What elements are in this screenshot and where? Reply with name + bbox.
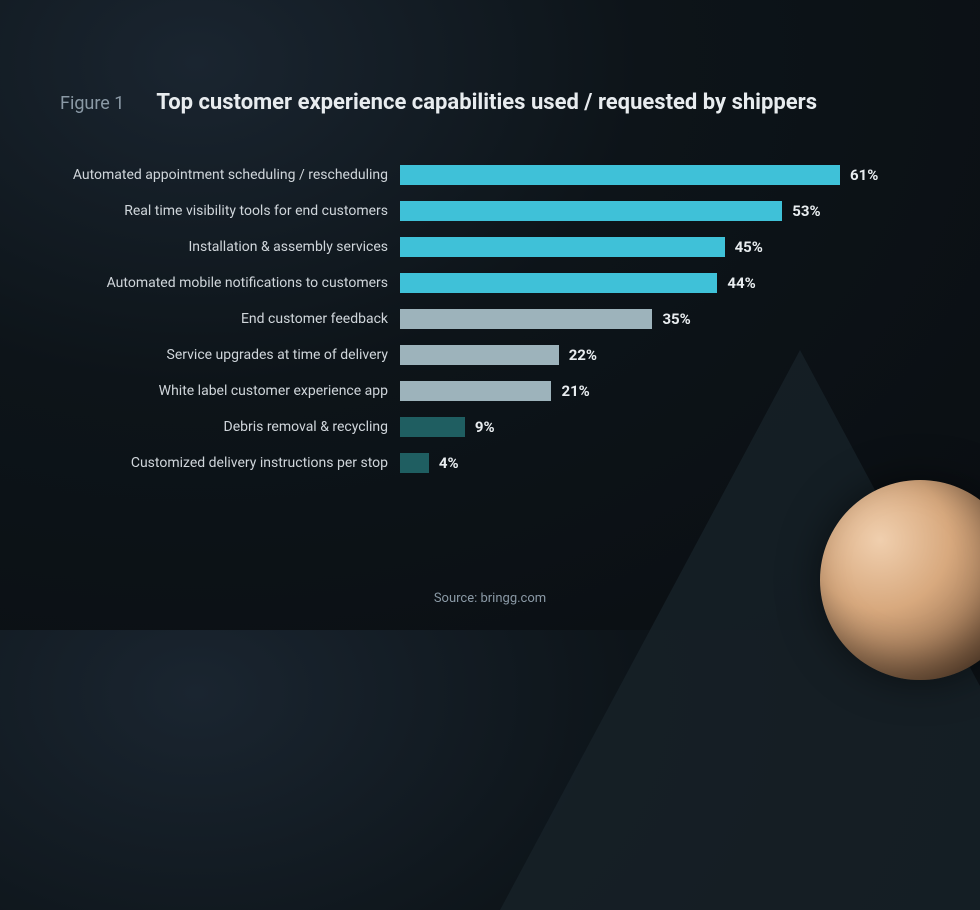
chart-container: Figure 1 Top customer experience capabil… bbox=[0, 0, 980, 475]
bar-track: 53% bbox=[400, 201, 840, 221]
bar-value: 35% bbox=[662, 310, 690, 328]
bar-label: Customized delivery instructions per sto… bbox=[60, 455, 400, 471]
bar-value: 22% bbox=[569, 346, 597, 364]
bar-fill bbox=[400, 381, 551, 401]
bar-row: Automated appointment scheduling / resch… bbox=[60, 163, 920, 187]
bar-value: 9% bbox=[475, 418, 495, 436]
bar-row: Installation & assembly services 45% bbox=[60, 235, 920, 259]
bar-fill bbox=[400, 237, 725, 257]
bar-track: 9% bbox=[400, 417, 840, 437]
bar-label: Installation & assembly services bbox=[60, 239, 400, 255]
bar-fill bbox=[400, 417, 465, 437]
bar-fill bbox=[400, 453, 429, 473]
bar-value: 21% bbox=[561, 382, 589, 400]
bar-value: 45% bbox=[735, 238, 763, 256]
bar-value: 4% bbox=[439, 454, 459, 472]
bar-track: 22% bbox=[400, 345, 840, 365]
bar-value: 44% bbox=[727, 274, 755, 292]
bar-chart: Automated appointment scheduling / resch… bbox=[60, 163, 920, 475]
bar-fill bbox=[400, 345, 559, 365]
bar-track: 35% bbox=[400, 309, 840, 329]
bar-value: 53% bbox=[792, 202, 820, 220]
figure-label: Figure 1 bbox=[60, 93, 124, 114]
bar-row: White label customer experience app 21% bbox=[60, 379, 920, 403]
chart-title: Top customer experience capabilities use… bbox=[156, 90, 817, 115]
bar-fill bbox=[400, 309, 652, 329]
bar-value: 61% bbox=[850, 166, 878, 184]
bar-label: End customer feedback bbox=[60, 311, 400, 327]
bar-row: Customized delivery instructions per sto… bbox=[60, 451, 920, 475]
bar-label: Real time visibility tools for end custo… bbox=[60, 203, 400, 219]
source-label: Source: bringg.com bbox=[434, 591, 546, 606]
bar-track: 4% bbox=[400, 453, 840, 473]
bar-fill bbox=[400, 201, 782, 221]
bar-label: Service upgrades at time of delivery bbox=[60, 347, 400, 363]
bar-row: Service upgrades at time of delivery 22% bbox=[60, 343, 920, 367]
bar-label: Debris removal & recycling bbox=[60, 419, 400, 435]
bar-label: White label customer experience app bbox=[60, 383, 400, 399]
bar-row: End customer feedback 35% bbox=[60, 307, 920, 331]
bar-row: Automated mobile notifications to custom… bbox=[60, 271, 920, 295]
bar-row: Real time visibility tools for end custo… bbox=[60, 199, 920, 223]
bar-track: 44% bbox=[400, 273, 840, 293]
chart-header: Figure 1 Top customer experience capabil… bbox=[60, 90, 920, 115]
bar-fill bbox=[400, 273, 717, 293]
bar-track: 61% bbox=[400, 165, 878, 185]
bar-row: Debris removal & recycling 9% bbox=[60, 415, 920, 439]
bar-fill bbox=[400, 165, 840, 185]
bar-label: Automated appointment scheduling / resch… bbox=[60, 167, 400, 183]
bar-track: 21% bbox=[400, 381, 840, 401]
bar-track: 45% bbox=[400, 237, 840, 257]
bar-label: Automated mobile notifications to custom… bbox=[60, 275, 400, 291]
